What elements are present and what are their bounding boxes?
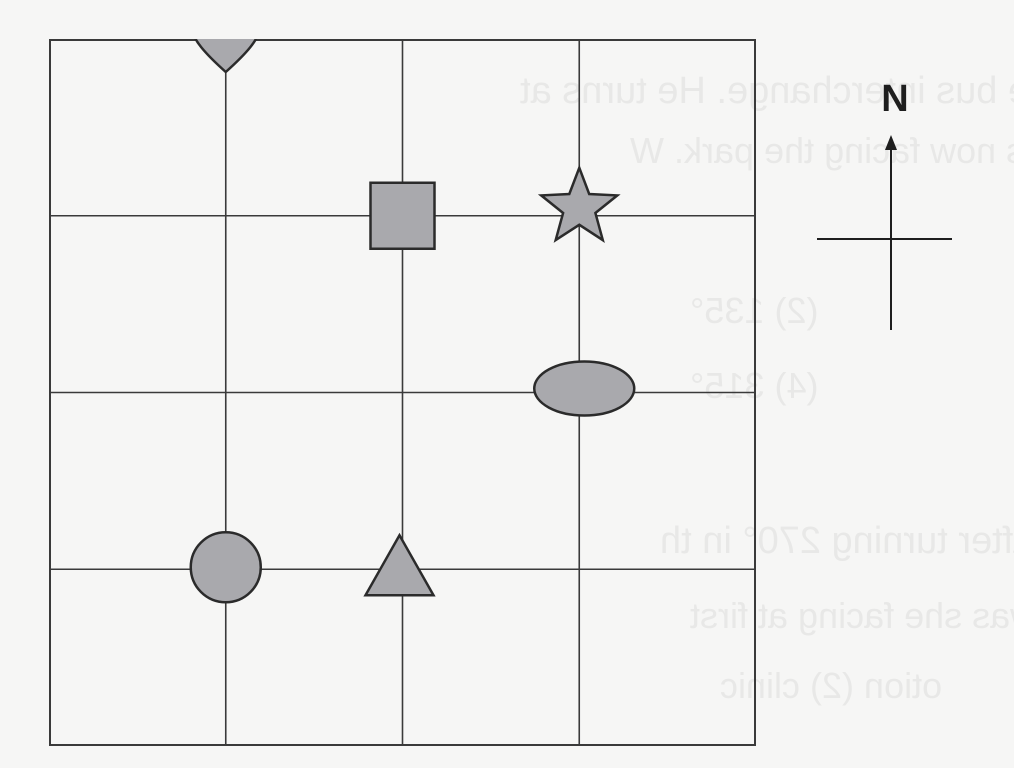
compass: N — [812, 80, 962, 340]
compass-north-arrow-icon — [885, 135, 897, 150]
grid-diagram — [49, 39, 756, 746]
triangle-icon — [363, 532, 436, 597]
heart-icon — [194, 39, 258, 74]
ellipse-icon — [533, 360, 636, 417]
compass-north-label: N — [881, 78, 909, 120]
star-icon — [537, 164, 621, 243]
grid-svg — [49, 39, 756, 746]
square-icon — [369, 181, 436, 250]
compass-rose — [817, 135, 952, 330]
circle-icon — [189, 531, 262, 604]
